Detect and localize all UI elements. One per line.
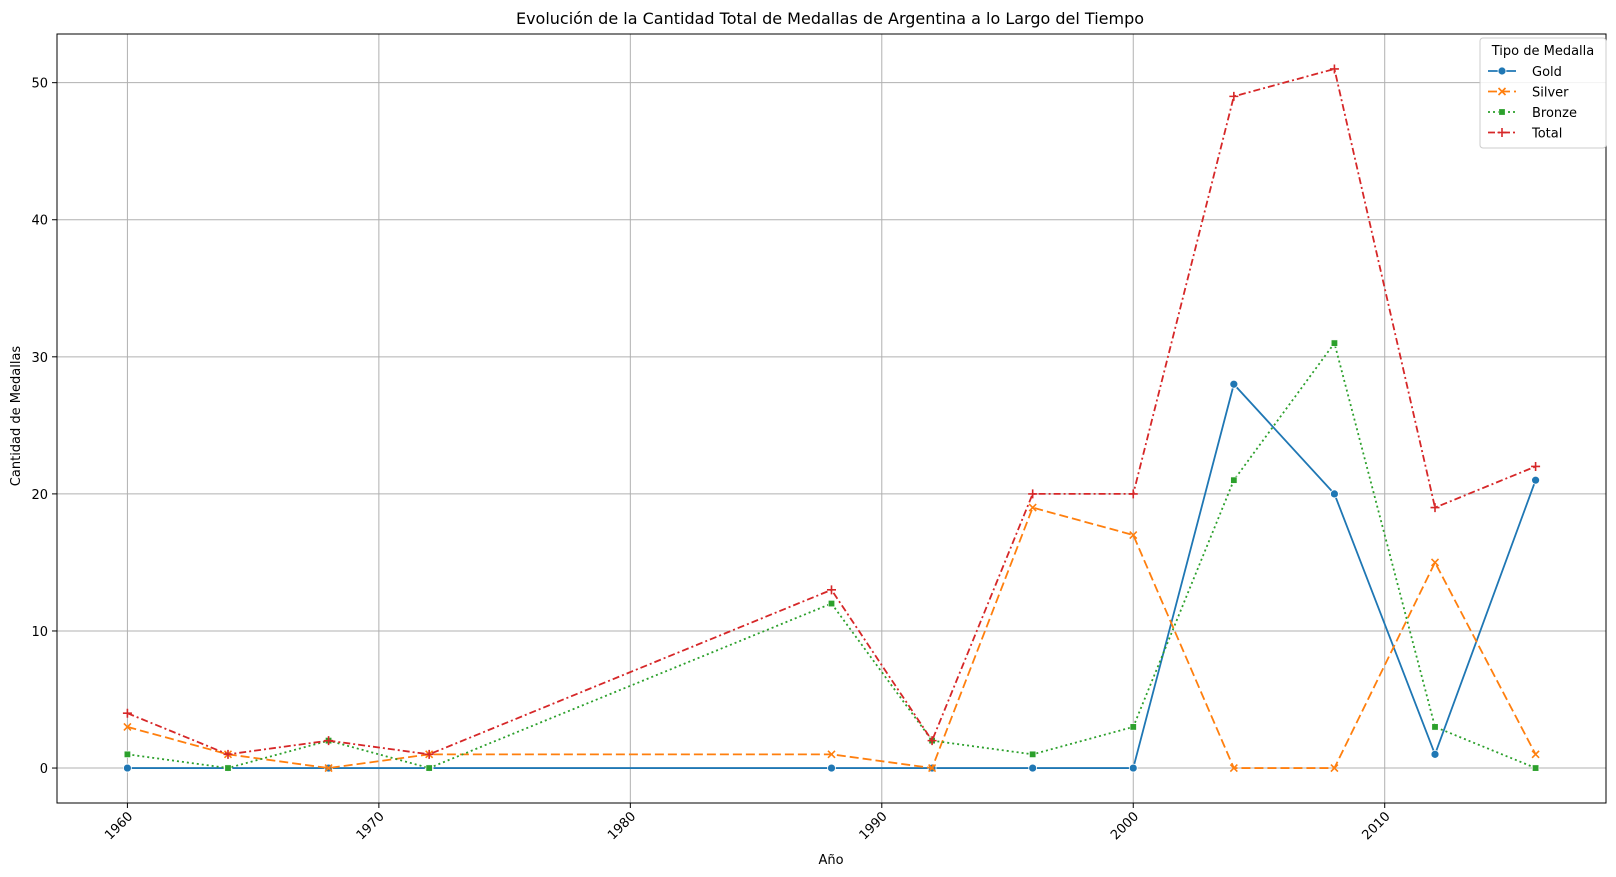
legend-box xyxy=(1479,37,1607,149)
plot-frame xyxy=(56,33,1607,804)
data-point-bronze xyxy=(1532,764,1540,772)
series-bronze xyxy=(123,339,1540,772)
series-line-total xyxy=(127,67,1536,756)
legend-label-gold: Gold xyxy=(1532,65,1562,80)
legend-label-bronze: Bronze xyxy=(1532,106,1577,121)
legend-marker-gold xyxy=(1497,66,1507,76)
legend-marker-total xyxy=(1497,128,1507,137)
data-point-silver xyxy=(324,763,333,773)
x-tick-label: 1980 xyxy=(605,809,639,843)
data-point-total xyxy=(1229,91,1239,101)
data-point-total xyxy=(1128,489,1138,499)
series-line-silver xyxy=(127,506,1537,770)
x-tick-label: 1970 xyxy=(354,809,388,843)
data-point-silver xyxy=(1129,530,1138,540)
x-tick-label: 2000 xyxy=(1108,809,1142,843)
chart-title: Evolución de la Cantidad Total de Medall… xyxy=(516,9,1144,28)
series-lines xyxy=(122,64,1541,773)
data-point-bronze xyxy=(425,764,433,772)
data-point-bronze xyxy=(1431,723,1439,731)
x-axis-label: Año xyxy=(818,853,843,868)
data-point-gold xyxy=(1430,749,1440,759)
y-tick-label: 30 xyxy=(31,351,48,366)
series-total xyxy=(122,64,1541,759)
legend-item-silver: Silver xyxy=(1488,86,1569,101)
y-tick-label: 10 xyxy=(31,625,48,640)
data-point-bronze xyxy=(224,764,232,772)
data-point-bronze xyxy=(1129,723,1137,731)
data-point-bronze xyxy=(1029,750,1037,758)
data-point-gold xyxy=(1128,763,1138,773)
legend: Tipo de Medalla Gold Silver Bronze Total xyxy=(1479,37,1607,149)
legend-marker-silver xyxy=(1497,87,1507,96)
data-point-silver xyxy=(827,750,836,759)
data-point-gold xyxy=(1028,763,1038,773)
data-point-silver xyxy=(123,722,132,731)
legend-item-gold: Gold xyxy=(1488,65,1562,80)
data-point-total xyxy=(1430,503,1440,513)
data-point-silver xyxy=(1430,558,1440,567)
data-point-silver xyxy=(1531,750,1540,759)
data-point-silver xyxy=(1229,763,1238,773)
data-point-gold xyxy=(1330,489,1339,499)
y-axis-label: Cantidad de Medallas xyxy=(9,346,24,487)
legend-label-silver: Silver xyxy=(1532,86,1569,101)
series-silver xyxy=(123,503,1540,773)
data-point-total xyxy=(223,749,233,759)
data-point-total xyxy=(1531,461,1541,471)
x-tick-label: 1960 xyxy=(102,809,136,843)
y-tick-label: 40 xyxy=(31,214,48,229)
data-point-gold xyxy=(123,763,132,773)
data-point-total xyxy=(122,708,132,718)
y-tick-label: 0 xyxy=(40,762,48,777)
y-tick-label: 20 xyxy=(31,488,48,503)
data-point-total xyxy=(1329,64,1339,74)
data-point-silver xyxy=(1028,503,1037,512)
legend-title: Tipo de Medalla xyxy=(1491,44,1595,59)
legend-item-total: Total xyxy=(1488,127,1562,142)
x-tick-label: 2010 xyxy=(1360,809,1394,843)
data-point-gold xyxy=(827,763,836,773)
data-point-total xyxy=(827,585,836,595)
data-point-bronze xyxy=(123,750,131,758)
legend-item-bronze: Bronze xyxy=(1488,106,1577,121)
series-line-bronze xyxy=(127,341,1536,769)
data-point-total xyxy=(324,736,334,746)
data-point-gold xyxy=(1531,475,1540,485)
data-point-bronze xyxy=(827,600,835,608)
data-point-gold xyxy=(1229,379,1239,389)
legend-marker-bronze xyxy=(1498,108,1506,116)
data-point-bronze xyxy=(1330,339,1338,347)
series-gold xyxy=(123,379,1540,773)
y-tick-label: 50 xyxy=(31,77,48,92)
data-point-bronze xyxy=(1230,476,1238,484)
series-line-gold xyxy=(127,382,1537,769)
data-point-silver xyxy=(928,763,937,773)
data-point-total xyxy=(927,736,937,746)
data-point-total xyxy=(1028,489,1038,499)
legend-label-total: Total xyxy=(1531,127,1562,142)
axis-ticks: 1960 1970 1980 1990 2000 2010 0 10 20 30 40 50 xyxy=(31,77,1393,844)
data-point-silver xyxy=(1330,763,1339,773)
x-tick-label: 1990 xyxy=(857,809,891,843)
data-point-total xyxy=(424,749,434,759)
